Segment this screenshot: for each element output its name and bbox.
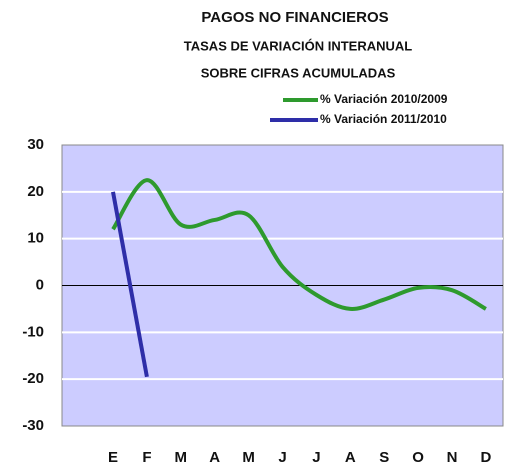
x-tick-label: A [209, 449, 220, 466]
y-tick-label: -30 [22, 417, 44, 434]
x-tick-label: M [242, 449, 255, 466]
y-tick-label: -10 [22, 323, 44, 340]
chart-subtitle: SOBRE CIFRAS ACUMULADAS [201, 65, 396, 80]
x-tick-label: E [108, 449, 118, 466]
series-line [111, 178, 487, 311]
x-tick-label: D [480, 449, 491, 466]
x-tick-label: A [345, 449, 356, 466]
chart-subtitle: TASAS DE VARIACIÓN INTERANUAL [184, 38, 413, 53]
y-tick-label: 30 [27, 136, 44, 153]
x-tick-label: F [142, 449, 151, 466]
x-tick-label: S [379, 449, 389, 466]
legend-label: % Variación 2011/2010 [320, 112, 447, 126]
x-tick-label: N [447, 449, 458, 466]
x-tick-label: M [175, 449, 188, 466]
legend-label: % Variación 2010/2009 [320, 92, 448, 106]
x-tick-label: J [312, 449, 320, 466]
y-tick-label: 0 [36, 276, 44, 293]
x-tick-label: O [412, 449, 424, 466]
x-tick-label: J [278, 449, 286, 466]
y-tick-label: 20 [27, 183, 44, 200]
y-tick-label: 10 [27, 230, 44, 247]
series-line [111, 191, 149, 378]
y-tick-label: -20 [22, 370, 44, 387]
chart-title: PAGOS NO FINANCIEROS [201, 9, 388, 26]
